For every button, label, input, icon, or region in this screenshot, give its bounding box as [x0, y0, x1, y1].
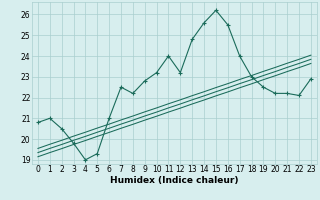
- X-axis label: Humidex (Indice chaleur): Humidex (Indice chaleur): [110, 176, 239, 185]
